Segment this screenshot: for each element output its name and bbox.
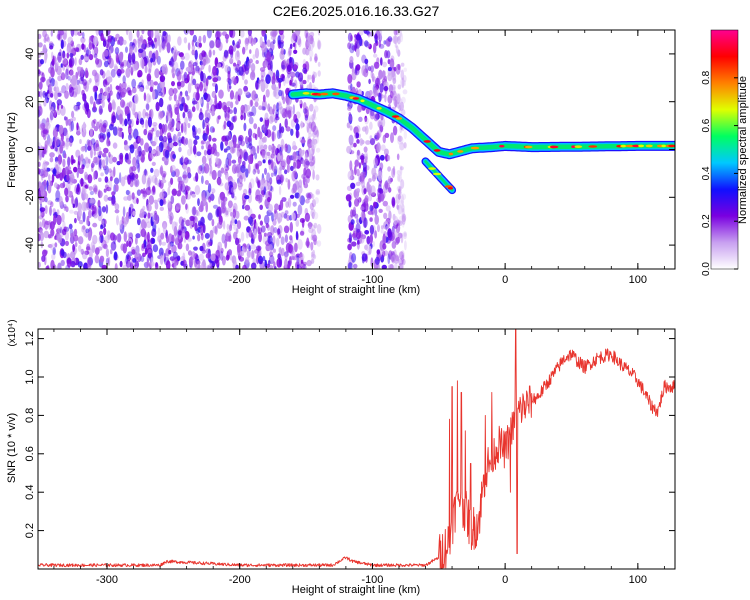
y-tick-label: 20	[24, 96, 36, 108]
y-tick-label: -40	[24, 237, 36, 253]
colorbar-tick-label: 0.2	[701, 214, 712, 228]
snr-x-label: Height of straight line (km)	[292, 584, 420, 596]
y-tick-label: 0.8	[24, 408, 36, 423]
x-tick-label: -100	[361, 274, 383, 286]
x-tick-label: 0	[502, 274, 508, 286]
frequency-trace	[287, 88, 675, 160]
x-tick-label: -300	[96, 574, 118, 586]
colorbar-tick-label: 0.4	[701, 166, 712, 180]
frequency-trace-branch	[421, 157, 457, 195]
colorbar-gradient	[711, 30, 738, 269]
chart-title: C2E6.2025.016.16.33.G27	[273, 3, 440, 19]
snr-panel: -300 -200 -100 0 100 0.2 0.4 0.6 0.8 1.0 1.2 Heigh…	[6, 319, 676, 596]
x-tick-label: 0	[502, 574, 508, 586]
x-tick-label: 100	[629, 274, 647, 286]
spectrogram-x-label: Height of straight line (km)	[292, 284, 420, 296]
colorbar-label: Normalized spectral amplitude	[737, 76, 749, 224]
snr-multiplier: (x10⁴)	[7, 319, 18, 346]
y-tick-label: 1.2	[24, 331, 36, 346]
snr-frame	[37, 328, 676, 570]
spectrogram-marks	[38, 30, 675, 269]
colorbar-tick-label: 0.0	[701, 262, 712, 276]
snr-plot-area	[38, 329, 675, 569]
colorbar-tick-label: 0.8	[701, 70, 712, 84]
snr-y-label: SNR (10 * v/v)	[6, 413, 18, 483]
y-tick-label: -20	[24, 189, 36, 205]
y-tick-label: 40	[24, 48, 36, 60]
spectrogram-y-label: Frequency (Hz)	[6, 112, 18, 188]
x-tick-label: -200	[229, 274, 251, 286]
y-tick-label: 0.4	[24, 485, 36, 500]
colorbar-tick-label: 0.6	[701, 118, 712, 132]
noise-speckle	[38, 30, 408, 269]
snr-series-line	[38, 329, 675, 569]
snr-axes: -300 -200 -100 0 100 0.2 0.4 0.6 0.8 1.0 1.2	[24, 329, 675, 586]
x-tick-label: 100	[629, 574, 647, 586]
y-tick-label: 0	[24, 146, 36, 152]
x-tick-label: -300	[96, 274, 118, 286]
y-tick-label: 1.0	[24, 369, 36, 384]
colorbar: 0.0 0.2 0.4 0.6 0.8 Normalized spectral ampl…	[701, 29, 749, 276]
snr-marks	[38, 329, 675, 569]
y-tick-label: 0.2	[24, 523, 36, 538]
colorbar-ticks: 0.0 0.2 0.4 0.6 0.8	[701, 70, 738, 276]
colorbar-frame	[710, 29, 739, 270]
x-tick-label: -100	[361, 574, 383, 586]
y-tick-label: 0.6	[24, 446, 36, 461]
x-tick-label: -200	[229, 574, 251, 586]
